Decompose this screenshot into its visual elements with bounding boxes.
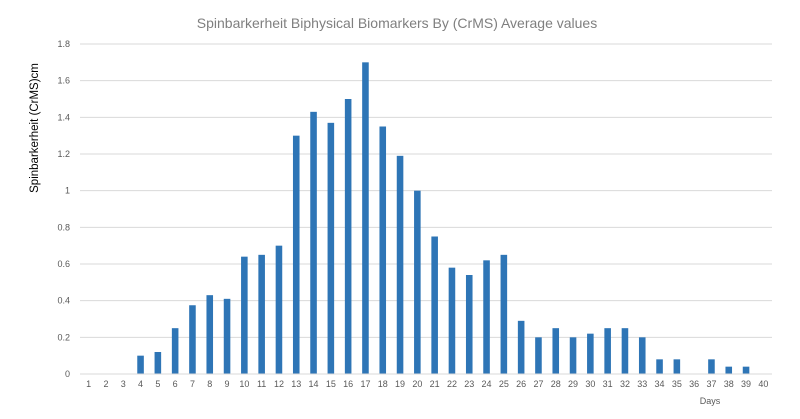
- x-tick-label: 28: [551, 379, 561, 389]
- y-tick-label: 0.8: [57, 222, 70, 232]
- x-tick-label: 23: [464, 379, 474, 389]
- y-tick-label: 1.8: [57, 39, 70, 49]
- bar-day-20: [414, 190, 421, 374]
- chart-title: Spinbarkerheit Biphysical Biomarkers By …: [197, 15, 597, 31]
- bar-day-37: [708, 359, 715, 374]
- x-tick-label: 5: [155, 379, 160, 389]
- bar-day-18: [379, 126, 387, 374]
- x-tick-label: 4: [138, 379, 143, 389]
- bar-day-27: [535, 337, 542, 374]
- bar-day-30: [587, 333, 594, 374]
- y-tick-label: 1: [65, 186, 70, 196]
- bar-day-13: [292, 135, 300, 374]
- x-tick-label: 9: [225, 379, 230, 389]
- x-tick-label: 14: [309, 379, 319, 389]
- bar-day-8: [206, 295, 214, 374]
- x-tick-label: 40: [758, 379, 768, 389]
- x-tick-label: 26: [516, 379, 526, 389]
- y-axis-ticks: 0 0.2 0.4 0.6 0.8 1 1.2 1.4 1.6 1.8: [57, 39, 70, 379]
- bar-day-23: [465, 275, 473, 374]
- bar-day-16: [344, 99, 352, 374]
- bar-day-7: [189, 305, 196, 374]
- x-tick-label: 6: [173, 379, 178, 389]
- bar-day-34: [656, 359, 663, 374]
- bar-day-19: [396, 155, 404, 374]
- bar-day-5: [154, 352, 162, 374]
- x-tick-label: 25: [499, 379, 509, 389]
- x-tick-label: 35: [672, 379, 682, 389]
- x-tick-label: 36: [689, 379, 699, 389]
- x-tick-label: 22: [447, 379, 457, 389]
- bar-day-33: [638, 337, 646, 374]
- y-tick-label: 1.6: [57, 76, 70, 86]
- y-tick-label: 0.6: [57, 259, 70, 269]
- bar-day-10: [241, 256, 248, 374]
- bar-day-28: [552, 328, 560, 374]
- x-tick-label: 33: [637, 379, 647, 389]
- x-tick-label: 37: [706, 379, 716, 389]
- x-tick-label: 8: [207, 379, 212, 389]
- x-tick-label: 18: [378, 379, 388, 389]
- x-tick-label: 21: [430, 379, 440, 389]
- y-tick-label: 0.2: [57, 332, 70, 342]
- x-tick-label: 11: [257, 379, 266, 389]
- bar-day-25: [500, 254, 508, 374]
- bar-day-15: [327, 122, 335, 374]
- bar-day-24: [483, 260, 490, 374]
- x-tick-label: 32: [620, 379, 630, 389]
- x-tick-label: 27: [533, 379, 543, 389]
- x-tick-label: 1: [86, 379, 91, 389]
- x-tick-label: 20: [412, 379, 422, 389]
- x-tick-label: 24: [482, 379, 492, 389]
- x-tick-label: 16: [343, 379, 353, 389]
- bar-day-31: [604, 328, 611, 374]
- x-tick-label: 34: [655, 379, 665, 389]
- x-axis-ticks: 1 2 3 4 5 6 7 8 9 10 11 12 13 14 15 16 17 18 19 20 21 22 23 24 2…: [86, 379, 768, 389]
- x-tick-label: 12: [274, 379, 284, 389]
- x-tick-label: 7: [190, 379, 195, 389]
- bar-day-29: [569, 337, 577, 374]
- bar-day-39: [742, 366, 750, 374]
- x-tick-label: 19: [395, 379, 405, 389]
- x-tick-label: 15: [326, 379, 336, 389]
- bar-day-9: [223, 298, 231, 374]
- y-tick-label: 0.4: [57, 296, 70, 306]
- bar-day-38: [725, 366, 733, 374]
- bar-day-4: [137, 355, 144, 374]
- bar-day-12: [275, 245, 283, 374]
- bar-day-21: [431, 236, 438, 374]
- x-tick-label: 39: [741, 379, 751, 389]
- x-axis-label: Days: [700, 396, 721, 406]
- x-tick-label: 2: [103, 379, 108, 389]
- x-tick-label: 17: [360, 379, 370, 389]
- x-tick-label: 3: [121, 379, 126, 389]
- bar-day-14: [310, 111, 317, 374]
- x-tick-label: 38: [724, 379, 734, 389]
- bar-day-32: [621, 328, 629, 374]
- x-tick-label: 29: [568, 379, 578, 389]
- x-tick-label: 10: [239, 379, 249, 389]
- bar-day-22: [448, 267, 456, 374]
- bar-day-17: [362, 62, 369, 374]
- bar-day-6: [171, 328, 179, 374]
- x-tick-label: 31: [603, 379, 613, 389]
- y-tick-label: 0: [65, 369, 70, 379]
- gridlines: [80, 43, 772, 338]
- bar-day-35: [673, 359, 681, 374]
- bars: [137, 62, 750, 374]
- bar-day-26: [517, 320, 525, 374]
- x-tick-label: 13: [291, 379, 301, 389]
- y-tick-label: 1.2: [57, 149, 70, 159]
- y-tick-label: 1.4: [57, 112, 70, 122]
- y-axis-label: Spinbarkerheit (CrMS)cm: [29, 63, 41, 193]
- x-tick-label: 30: [585, 379, 595, 389]
- bar-day-11: [258, 254, 265, 374]
